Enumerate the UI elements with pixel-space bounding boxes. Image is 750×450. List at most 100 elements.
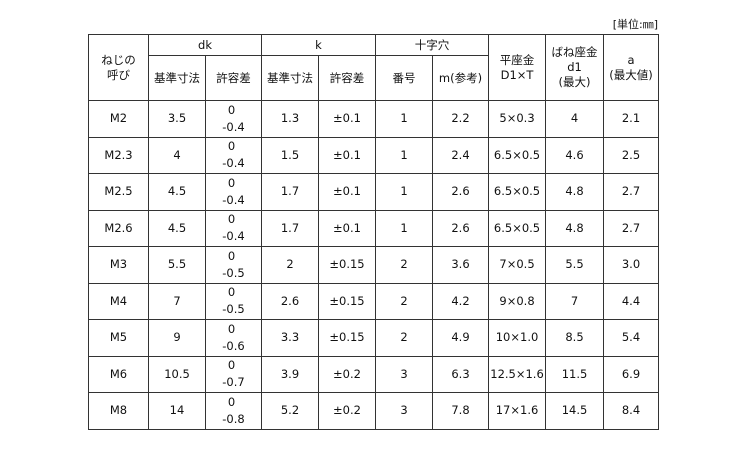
table-row: M4 7 0 -0.5 2.6 ±0.15 2 4.2 9×0.8 7 4.4 [88,282,660,320]
table-cell: 4.6 [545,136,605,174]
table-cell: 2.1 [603,100,660,138]
tolerance-value: -0.5 [222,302,245,317]
table-cell: 5.4 [603,319,660,357]
table-cell: ±0.1 [317,100,377,138]
header-dk-tol: 許容差 [205,55,262,101]
table-cell: M3 [88,246,149,284]
table-cell: 6.3 [432,355,490,393]
table-cell: 2.4 [432,136,490,174]
table-cell: 2.7 [603,209,660,247]
header-a: a (最大値) [603,34,660,101]
table-row: M3 5.5 0 -0.5 2 ±0.15 2 3.6 7×0.5 5.5 3.0 [88,246,660,284]
table-cell: M2.3 [88,136,149,174]
header-m: m(参考) [432,55,490,101]
header-spring-washer: ばね座金 d1 (最大) [545,34,605,101]
table-cell: ±0.1 [317,136,377,174]
header-k-base: 基準寸法 [261,55,319,101]
table-cell: 6.5×0.5 [488,173,547,211]
table-cell: 3.5 [148,100,206,138]
table-cell: ±0.1 [317,173,377,211]
table-cell: ±0.15 [317,282,377,320]
tolerance-value: -0.4 [222,119,245,134]
table-cell: 1.7 [261,209,319,247]
table-cell: 14 [148,392,206,430]
tolerance-value: -0.6 [222,338,245,353]
table-cell: M2.6 [88,209,149,247]
table-cell: 4.2 [432,282,490,320]
table-cell: 7 [148,282,206,320]
cell-dk-tolerance: 0 -0.6 [205,319,262,357]
table-cell: M4 [88,282,149,320]
table-cell: 1.5 [261,136,319,174]
table-cell: 1.3 [261,100,319,138]
table-cell: 12.5×1.6 [488,355,547,393]
table-cell: 2 [261,246,319,284]
table-cell: 1 [375,173,434,211]
cell-dk-tolerance: 0 -0.4 [205,209,262,247]
table-cell: 7×0.5 [488,246,547,284]
table-cell: 3.0 [603,246,660,284]
table-cell: M2 [88,100,149,138]
table-row: M2.5 4.5 0 -0.4 1.7 ±0.1 1 2.6 6.5×0.5 4.8 2.7 [88,173,660,211]
table-row: M2 3.5 0 -0.4 1.3 ±0.1 1 2.2 5×0.3 4 2.1 [88,100,660,138]
table-cell: 2.6 [432,209,490,247]
header-dk: dk [148,34,262,56]
table-row: M6 10.5 0 -0.7 3.9 ±0.2 3 6.3 12.5×1.6 11.5 6.9 [88,355,660,393]
header-k-tol: 許容差 [317,55,377,101]
table-cell: 17×1.6 [488,392,547,430]
table-cell: ±0.2 [317,392,377,430]
table-cell: 2.5 [603,136,660,174]
table-cell: 3 [375,392,434,430]
cell-dk-tolerance: 0 -0.4 [205,136,262,174]
table-cell: M8 [88,392,149,430]
table-cell: 2.6 [432,173,490,211]
table-cell: ±0.15 [317,246,377,284]
header-nominal: ねじの 呼び [88,34,149,101]
table-cell: ±0.15 [317,319,377,357]
tolerance-value: -0.4 [222,156,245,171]
tolerance-value: -0.5 [222,265,245,280]
table-cell: 2 [375,319,434,357]
table-cell: 9 [148,319,206,357]
tolerance-value: -0.4 [222,229,245,244]
cell-dk-tolerance: 0 -0.4 [205,173,262,211]
table-cell: 1 [375,136,434,174]
table-cell: 1.7 [261,173,319,211]
header-flat-washer: 平座金 D1×T [488,34,547,101]
table-cell: M2.5 [88,173,149,211]
table-cell: 8.5 [545,319,605,357]
table-cell: 2 [375,246,434,284]
table-cell: 7 [545,282,605,320]
table-row: M8 14 0 -0.8 5.2 ±0.2 3 7.8 17×1.6 14.5 8.4 [88,392,660,430]
table-cell: 4.8 [545,209,605,247]
table-cell: 7.8 [432,392,490,430]
table-cell: 4.8 [545,173,605,211]
table-cell: 9×0.8 [488,282,547,320]
table-cell: 4.4 [603,282,660,320]
table-cell: 6.5×0.5 [488,209,547,247]
table-cell: 2.7 [603,173,660,211]
tolerance-value: 0 [227,321,236,336]
table-cell: ±0.1 [317,209,377,247]
tolerance-value: -0.8 [222,411,245,426]
table-cell: M6 [88,355,149,393]
tolerance-value: 0 [227,139,236,154]
header-k: k [260,34,377,56]
cell-dk-tolerance: 0 -0.5 [205,282,262,320]
table-cell: 4 [148,136,206,174]
table-cell: 1 [375,209,434,247]
tolerance-value: 0 [227,102,236,117]
table-cell: 4.5 [148,173,206,211]
cell-dk-tolerance: 0 -0.5 [205,246,262,284]
table-cell: 5.2 [261,392,319,430]
unit-label: [単位:㎜] [612,18,658,31]
header-number: 番号 [375,55,434,101]
table-cell: 5.5 [545,246,605,284]
table-row: M2.6 4.5 0 -0.4 1.7 ±0.1 1 2.6 6.5×0.5 4.8 2.7 [88,209,660,247]
table-row: M2.3 4 0 -0.4 1.5 ±0.1 1 2.4 6.5×0.5 4.6 2.5 [88,136,660,174]
table-cell: 3.9 [261,355,319,393]
table-cell: 3.3 [261,319,319,357]
cell-dk-tolerance: 0 -0.4 [205,100,262,138]
table-cell: 10×1.0 [488,319,547,357]
header-dk-base: 基準寸法 [148,55,206,101]
